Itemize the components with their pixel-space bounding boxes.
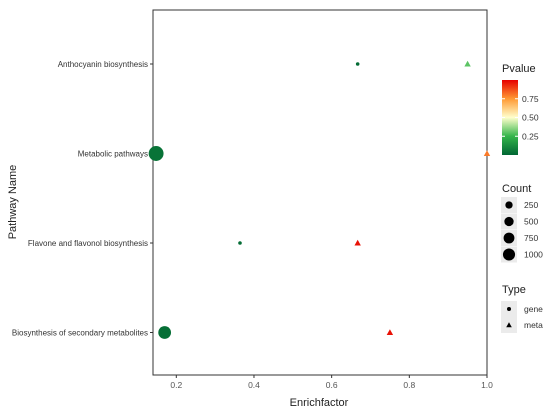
- count-key-label: 1000: [524, 250, 543, 260]
- meta-point: [464, 60, 471, 67]
- pvalue-colorbar: [502, 80, 518, 155]
- count-key-dot: [504, 216, 514, 227]
- count-key-label: 250: [524, 200, 538, 210]
- y-tick-label: Anthocyanin biosynthesis: [58, 60, 148, 69]
- gene-point: [158, 326, 172, 339]
- x-tick-label: 0.6: [326, 380, 338, 390]
- gene-point: [148, 146, 164, 161]
- x-tick-label: 0.8: [403, 380, 415, 390]
- x-tick-label: 0.2: [170, 380, 182, 390]
- meta-point: [386, 329, 394, 336]
- meta-point: [483, 150, 491, 157]
- colorbar-tick-label: 0.25: [522, 131, 539, 141]
- meta-point: [354, 239, 361, 246]
- y-tick-label: Metabolic pathways: [78, 150, 148, 159]
- type-key-triangle: [506, 322, 512, 328]
- count-key-dot: [505, 201, 513, 209]
- type-key-circle: [507, 307, 511, 311]
- x-tick-label: 0.4: [248, 380, 260, 390]
- colorbar-tick-label: 0.75: [522, 94, 539, 104]
- type-key-label: meta: [524, 320, 543, 330]
- y-axis-label: Pathway Name: [7, 165, 19, 240]
- x-tick-label: 1.0: [481, 380, 493, 390]
- count-key-dot: [502, 248, 516, 261]
- count-key-label: 500: [524, 217, 538, 227]
- plot-panel: [152, 9, 488, 376]
- x-axis-label: Enrichfactor: [290, 397, 349, 409]
- count-key-dot: [503, 232, 515, 244]
- pvalue-legend-title: Pvalue: [502, 63, 536, 75]
- gene-point: [238, 241, 242, 245]
- count-legend-title: Count: [502, 183, 531, 195]
- colorbar-tick-label: 0.50: [522, 113, 539, 123]
- count-key-label: 750: [524, 233, 538, 243]
- type-legend-title: Type: [502, 284, 526, 296]
- y-tick-label: Flavone and flavonol biosynthesis: [28, 239, 148, 248]
- gene-point: [355, 62, 360, 66]
- type-key-label: gene: [524, 304, 543, 314]
- y-tick-label: Biosynthesis of secondary metabolites: [12, 329, 148, 338]
